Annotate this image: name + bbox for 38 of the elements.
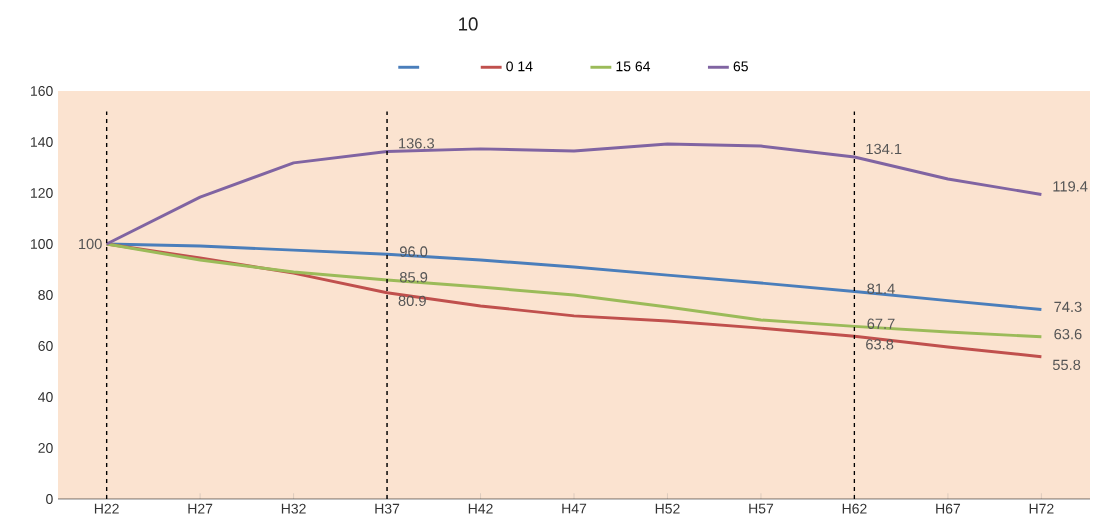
x-tick-label: H42: [468, 503, 493, 514]
legend-label: 65: [733, 61, 748, 72]
legend-label: 0 14: [506, 61, 533, 72]
x-tick-label: H62: [842, 503, 867, 514]
chart-title: 10: [459, 17, 478, 31]
data-label: 96.0: [400, 246, 428, 257]
x-tick-label: H47: [562, 503, 587, 514]
data-label: 81.4: [867, 283, 895, 294]
x-tick-label: H57: [749, 503, 774, 514]
y-tick-label: 20: [38, 443, 53, 453]
data-label: 63.8: [866, 339, 894, 350]
data-label: 80.9: [398, 295, 426, 307]
legend-label: 15 64: [616, 61, 651, 72]
x-tick-label: H52: [655, 503, 680, 514]
data-label: 136.3: [399, 138, 435, 149]
x-tick-label: H32: [281, 503, 306, 514]
y-tick-label: 160: [31, 86, 53, 96]
x-tick-label: H27: [188, 503, 213, 514]
data-label: 100: [78, 238, 102, 250]
y-tick-label: 80: [38, 290, 53, 300]
y-tick-label: 60: [38, 341, 53, 351]
y-tick-label: 120: [31, 188, 53, 198]
y-tick-label: 0: [46, 494, 53, 504]
x-tick-label: H22: [94, 503, 119, 514]
data-label: 119.4: [1053, 181, 1088, 192]
y-tick-label: 140: [31, 137, 53, 147]
y-tick-label: 40: [38, 392, 53, 402]
data-label: 85.9: [399, 272, 428, 283]
data-label: 74.3: [1054, 301, 1082, 313]
x-tick-label: H67: [936, 503, 961, 514]
data-label: 134.1: [866, 143, 902, 155]
x-tick-label: H37: [375, 503, 400, 514]
data-label: 63.6: [1054, 328, 1082, 340]
data-label: 55.8: [1052, 359, 1081, 371]
x-tick-label: H72: [1029, 503, 1054, 514]
y-tick-label: 100: [31, 239, 53, 249]
line-series: [105, 242, 1043, 339]
data-label: 67.7: [867, 318, 895, 329]
